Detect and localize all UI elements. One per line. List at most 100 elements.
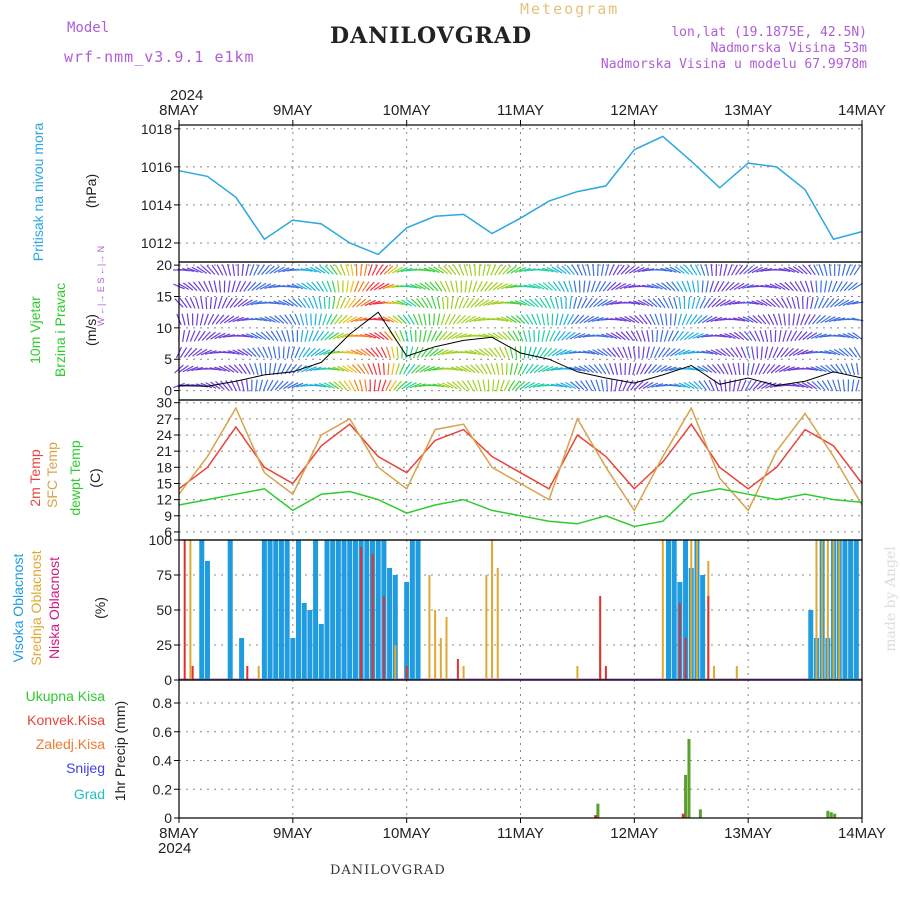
wind-direction-arrow [714,334,727,338]
wind-direction-arrow [357,363,366,375]
wind-direction-arrow [725,347,735,358]
wind-direction-arrow [466,379,474,392]
cloud-low-bar [604,666,607,680]
wind-direction-arrow [233,298,243,308]
wind-direction-arrow [231,280,236,293]
wind-direction-arrow [291,283,304,290]
wind-direction-arrow [569,332,581,340]
wind-direction-arrow [314,383,327,388]
wind-direction-arrow [665,347,676,358]
wind-direction-arrow [334,314,343,325]
precip-total-bar [829,812,833,818]
wind-direction-arrow [433,266,444,274]
wind-direction-arrow [359,379,364,392]
wind-direction-arrow [396,346,399,359]
wind-direction-arrow [816,315,826,324]
wind-direction-arrow [199,313,204,326]
wind-direction-arrow [837,379,842,392]
wind-direction-arrow [756,299,768,307]
wind-direction-arrow [452,314,461,325]
wind-direction-arrow [531,313,538,326]
wind-direction-arrow [657,347,666,358]
wind-direction-arrow [227,280,231,293]
wind-direction-arrow [848,347,858,358]
wind-direction-arrow [415,364,426,374]
wind-direction-arrow [815,280,818,293]
wind-direction-arrow [214,366,226,372]
wind-direction-arrow [332,296,336,310]
wind-direction-arrow [382,283,395,290]
cloud-high-bar [261,540,267,680]
wind-direction-arrow [642,381,654,390]
wind-direction-arrow [331,280,336,293]
wind-direction-arrow [503,379,510,392]
wind-direction-arrow [792,266,804,274]
wind-direction-arrow [483,348,494,357]
wind-direction-arrow [462,297,470,309]
wind-direction-arrow [571,264,579,276]
cloud-mid-bar [695,540,698,680]
wind-direction-arrow [817,297,825,309]
wind-direction-arrow [478,263,481,277]
cloud-low-bar [371,554,374,680]
wind-direction-arrow [578,333,591,339]
wind-direction-arrow [834,298,845,308]
wind-direction-arrow [460,315,471,324]
top-date-label: 12MAY [610,102,658,119]
wind-direction-arrow [775,297,785,309]
wind-direction-arrow [482,263,486,277]
wind-direction-arrow [677,313,683,326]
wind-direction-arrow [214,332,226,340]
ytick-label: 20 [156,257,172,273]
wind-direction-arrow [306,347,316,358]
wind-direction-arrow [719,333,732,339]
wind-direction-arrow [765,382,777,389]
wind-direction-arrow [304,313,308,326]
wind-direction-arrow [846,300,859,306]
wind-direction-arrow [772,346,779,359]
wind-direction-arrow [383,331,393,341]
wind-direction-arrow [362,363,370,375]
wind-direction-arrow [446,381,458,390]
wind-direction-arrow [569,296,572,310]
wind-direction-arrow [393,380,402,391]
ytick-label: 9 [164,508,172,524]
wind-direction-arrow [474,298,485,308]
wind-direction-arrow [247,281,257,292]
wind-direction-arrow [241,333,254,339]
wind-direction-arrow [218,280,222,293]
wind-direction-arrow [547,348,558,357]
wind-direction-arrow [790,330,798,342]
wind-direction-arrow [328,332,340,340]
wind-direction-arrow [758,363,766,375]
wind-direction-arrow [423,267,436,273]
wind-direction-arrow [619,362,622,376]
wind-direction-arrow [838,299,850,307]
wind-direction-arrow [232,263,236,277]
wind-direction-arrow [595,379,601,392]
wind-direction-arrow [371,264,378,276]
wind-direction-arrow [372,363,378,375]
wind-direction-arrow [255,379,258,392]
ytick-label: 100 [149,532,173,548]
wind-direction-arrow [213,296,218,310]
wind-direction-arrow [294,346,301,359]
wind-direction-arrow [387,315,399,324]
wind-direction-arrow [396,300,408,306]
wind-direction-arrow [218,365,231,373]
wind-direction-arrow [663,330,669,342]
cloud-mid-bar [462,666,465,680]
ytick-label: 10 [156,320,172,336]
wind-direction-arrow [369,282,380,291]
wind-direction-arrow [815,365,827,373]
wind-direction-arrow [583,280,586,293]
wind-direction-arrow [633,266,645,274]
wind-direction-arrow [496,317,509,322]
cloud-high-bar [665,540,671,680]
wind-direction-arrow [688,332,699,340]
wind-direction-arrow [307,297,315,309]
wind-direction-arrow [419,365,431,373]
wind-direction-arrow [585,380,593,391]
wind-direction-arrow [340,264,346,276]
wind-direction-arrow [385,379,392,392]
